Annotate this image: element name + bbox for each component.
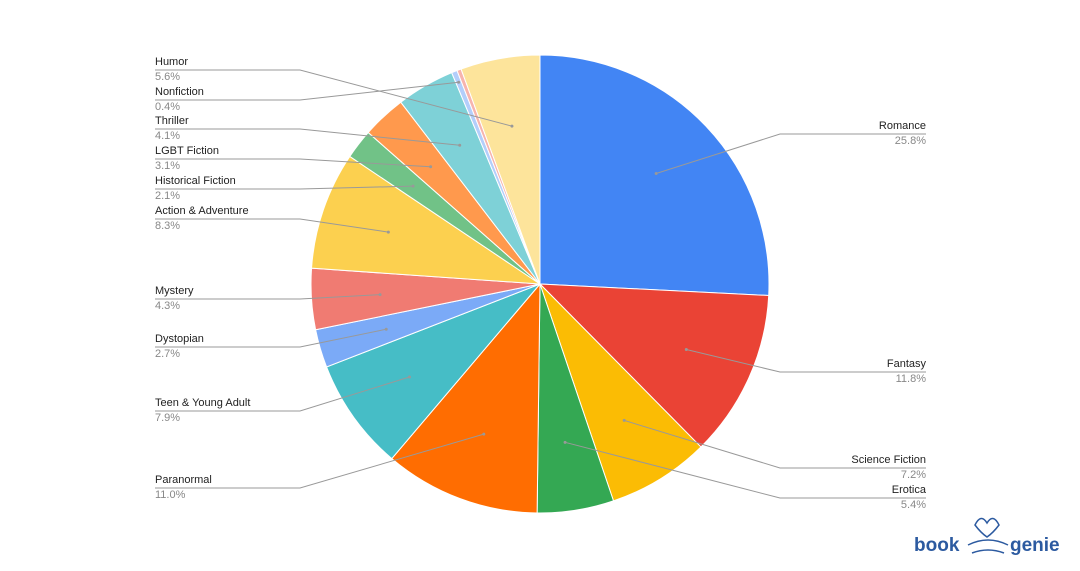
slice-value: 11.8% [896,373,927,385]
logo-book [967,539,1009,554]
slice-label: Paranormal [155,474,212,486]
leader-line [155,294,381,300]
leader-dot [654,172,658,176]
pie-slice [325,283,541,460]
slice-label: Dystopian [155,333,204,345]
slice-label: Mystery [155,285,194,297]
logo: book genie [914,517,1060,556]
leader-dot [510,124,514,128]
slice-value: 0.4% [155,101,180,113]
slice-value: 5.6% [155,71,180,83]
leader-dot [378,293,382,297]
slice-value: 3.1% [155,160,180,172]
leader-line [155,376,410,412]
slice-label: Action & Adventure [155,205,249,217]
slice-value: 8.3% [155,220,180,232]
pie-slice [539,283,702,502]
pie-slice [460,54,541,285]
slice-label: Erotica [892,484,927,496]
slice-value: 25.8% [895,135,926,147]
slice-label: Thriller [155,115,189,127]
leader-dot [407,375,411,379]
leader-line [155,81,459,101]
leader-dot [684,348,688,352]
slice-value: 2.1% [155,190,180,202]
slice-label: Teen & Young Adult [155,397,250,409]
leader-line [155,218,389,233]
slice-label: Nonfiction [155,86,204,98]
leader-dot [622,418,626,422]
leader-line [155,433,484,489]
leader-line [155,185,414,190]
leader-line [564,441,926,499]
leader-line [656,133,926,175]
leader-dot [411,184,415,188]
slice-label: Science Fiction [851,454,926,466]
leader-line [686,349,926,373]
slice-label: Romance [879,120,926,132]
leader-dot [457,80,461,84]
leader-line [155,128,460,146]
leader-dot [429,165,433,169]
slice-value: 4.1% [155,130,180,142]
slice-label: Historical Fiction [155,175,236,187]
logo-right: genie [1010,535,1060,556]
leader-dot [482,432,486,436]
pie-slice [391,282,541,514]
slice-label: Fantasy [887,358,927,370]
leader-line [155,328,387,348]
slice-value: 7.9% [155,412,180,424]
slice-label: LGBT Fiction [155,145,219,157]
pie-slice [311,155,542,285]
leader-dot [458,143,462,147]
leader-dot [563,440,567,444]
pie-slice [539,54,770,297]
leader-line [624,419,926,469]
slice-value: 11.0% [155,489,186,501]
leader-dot [386,230,390,234]
leader-dot [384,327,388,331]
slice-value: 5.4% [901,499,926,511]
slice-label: Humor [155,56,188,68]
pie-slice [538,283,770,448]
leader-line [155,158,431,168]
logo-icon [974,517,1000,538]
logo-left: book [914,535,960,556]
slice-value: 2.7% [155,348,180,360]
leader-line [155,69,513,127]
slice-value: 4.3% [155,300,180,312]
slice-value: 7.2% [901,469,926,481]
